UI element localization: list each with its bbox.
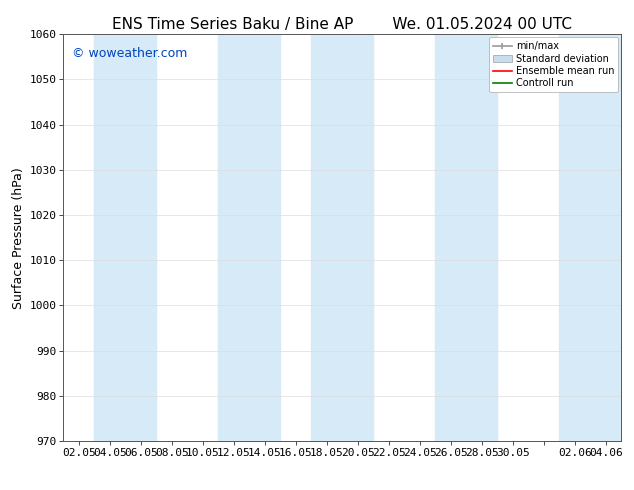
Bar (218, 34, 280, 441)
Y-axis label: Surface Pressure (hPa): Surface Pressure (hPa) (12, 167, 25, 309)
Bar (311, 34, 373, 441)
Title: ENS Time Series Baku / Bine AP        We. 01.05.2024 00 UTC: ENS Time Series Baku / Bine AP We. 01.05… (112, 17, 573, 32)
Legend: min/max, Standard deviation, Ensemble mean run, Controll run: min/max, Standard deviation, Ensemble me… (489, 37, 618, 92)
Bar (436, 34, 497, 441)
Text: © woweather.com: © woweather.com (72, 47, 187, 59)
Bar (559, 34, 621, 441)
Bar (94, 34, 157, 441)
